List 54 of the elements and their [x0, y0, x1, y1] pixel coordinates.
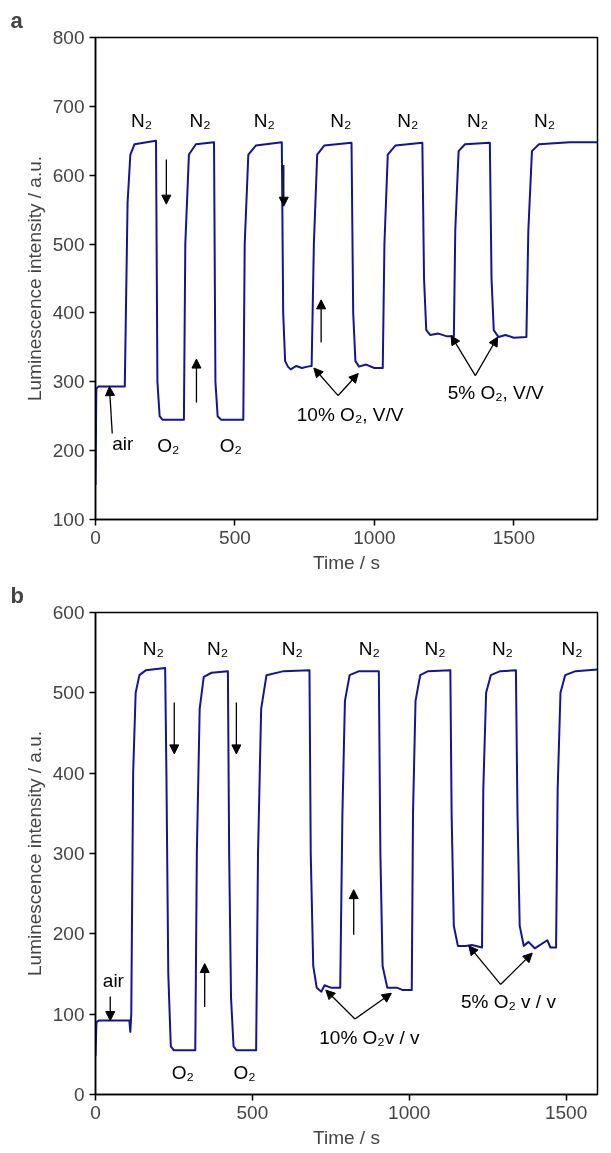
- annotation: 10% O₂v / v: [319, 1026, 421, 1048]
- x-axis-title: Time / s: [313, 551, 380, 573]
- y-tick-label: 300: [52, 371, 85, 393]
- y-tick-label: 400: [52, 762, 85, 784]
- annotation: O₂: [219, 434, 242, 456]
- annotation: N₂: [533, 109, 556, 131]
- line-series: [95, 666, 598, 1057]
- annotation: air: [102, 969, 125, 991]
- x-tick-label: 1000: [388, 1101, 431, 1123]
- y-tick-label: 800: [52, 27, 85, 48]
- y-tick-label: 100: [52, 1003, 85, 1025]
- y-tick-label: 600: [52, 164, 85, 186]
- x-tick-label: 1500: [492, 526, 535, 548]
- annotation: N₂: [467, 109, 489, 131]
- y-tick-label: 100: [52, 509, 85, 530]
- y-tick-label: 500: [52, 233, 85, 255]
- annotation: N₂: [189, 109, 211, 131]
- annotation: 5% O₂, V/V: [447, 382, 545, 404]
- annotation: O₂: [157, 434, 180, 456]
- annotation: 10% O₂, V/V: [296, 403, 404, 425]
- annotation: N₂: [397, 109, 419, 131]
- chart-title: a: [10, 7, 24, 33]
- annotation: air: [112, 433, 135, 455]
- annotation: O₂: [171, 1062, 194, 1084]
- annotation: N₂: [281, 638, 303, 660]
- chart-title: b: [10, 582, 24, 608]
- y-tick-label: 500: [52, 682, 85, 704]
- annotation: N₂: [253, 109, 275, 131]
- annotation: N₂: [130, 109, 153, 131]
- y-tick-label: 200: [52, 923, 85, 945]
- y-tick-label: 700: [52, 95, 85, 117]
- x-tick-label: 500: [236, 1101, 269, 1123]
- annotation: N₂: [330, 109, 352, 131]
- annotation: 5% O₂ v / v: [460, 990, 557, 1012]
- annotation: N₂: [424, 638, 446, 660]
- annotation: N₂: [491, 638, 513, 660]
- x-tick-label: 500: [219, 526, 251, 548]
- x-tick-label: 0: [90, 1101, 101, 1123]
- y-tick-label: 600: [52, 602, 85, 623]
- annotation: N₂: [142, 638, 164, 660]
- y-tick-label: 0: [73, 1084, 85, 1105]
- y-axis-title: Luminescence intensity / a.u.: [23, 730, 45, 977]
- y-tick-label: 400: [52, 302, 85, 324]
- x-tick-label: 1000: [353, 526, 396, 548]
- x-axis-title: Time / s: [313, 1126, 380, 1148]
- annotation: N₂: [207, 638, 229, 660]
- x-tick-label: 0: [90, 526, 101, 548]
- y-tick-label: 300: [52, 843, 85, 864]
- annotation: O₂: [233, 1062, 256, 1084]
- y-tick-label: 200: [52, 440, 85, 462]
- annotation: N₂: [358, 638, 380, 660]
- y-axis-title: Luminescence intensity / a.u.: [23, 155, 45, 402]
- annotation: N₂: [561, 638, 583, 660]
- x-tick-label: 1500: [544, 1101, 588, 1123]
